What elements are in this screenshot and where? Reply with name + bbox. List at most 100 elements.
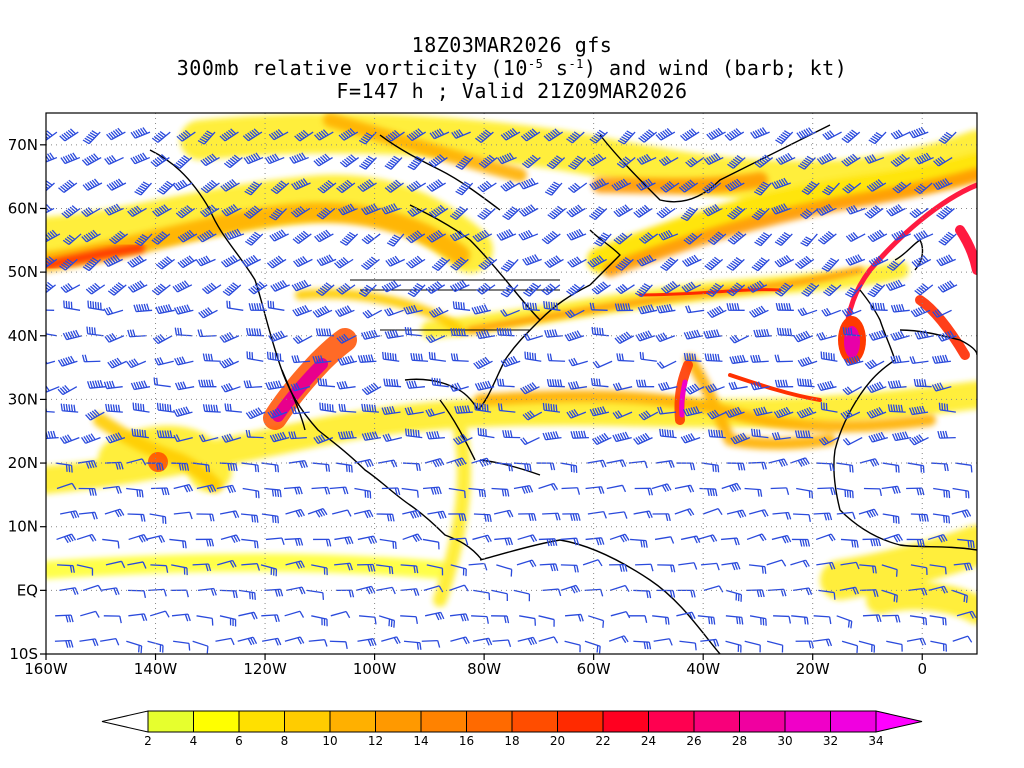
wind-barb xyxy=(864,205,884,219)
wind-barb xyxy=(725,640,742,653)
wind-barb xyxy=(128,613,148,622)
wind-barb xyxy=(561,487,581,495)
wind-barb xyxy=(497,403,516,413)
wind-barb xyxy=(570,430,589,439)
wind-barb xyxy=(845,231,866,243)
wind-barb xyxy=(105,432,126,444)
wind-barb xyxy=(790,457,810,467)
wind-barb xyxy=(452,301,471,311)
wind-barb xyxy=(338,128,359,141)
wind-barb xyxy=(843,355,864,367)
wind-barb xyxy=(513,484,534,494)
wind-barb xyxy=(635,379,655,388)
wind-barb xyxy=(725,615,744,625)
wind-barb xyxy=(541,230,561,245)
wind-barb xyxy=(842,386,862,396)
wind-barb xyxy=(955,462,973,473)
wind-barb xyxy=(704,256,724,271)
wind-barb xyxy=(890,303,910,313)
wind-barb xyxy=(836,615,853,629)
wind-barb xyxy=(793,513,811,522)
wind-barb xyxy=(502,430,521,439)
wind-barb xyxy=(449,613,469,622)
wind-barb xyxy=(289,152,309,164)
wind-barb xyxy=(864,359,885,370)
wind-barb xyxy=(863,487,883,497)
wind-barb xyxy=(267,408,288,419)
lat-tick-label: 50N xyxy=(8,263,38,281)
wind-barb xyxy=(361,233,381,245)
wind-barb xyxy=(754,154,774,168)
wind-barb xyxy=(797,155,816,170)
wind-barb xyxy=(613,232,633,245)
wind-barb xyxy=(126,358,147,369)
wind-barb xyxy=(311,615,328,627)
wind-barb xyxy=(270,180,290,195)
wind-barb xyxy=(329,640,348,649)
wind-barb xyxy=(85,282,106,295)
title-line-2: 300mb relative vorticity (10-5 s-1) and … xyxy=(176,56,848,80)
wind-barb xyxy=(858,508,879,519)
lat-tick-label: 40N xyxy=(8,327,38,345)
wind-barb xyxy=(890,355,910,364)
wind-barb xyxy=(376,513,395,522)
wind-barb xyxy=(105,403,123,413)
wind-barb xyxy=(359,155,377,170)
wind-barb xyxy=(705,282,724,297)
wind-barb xyxy=(492,639,512,648)
wind-barb xyxy=(727,155,746,169)
wind-barb xyxy=(543,301,561,311)
wind-barb xyxy=(862,538,881,547)
wind-barb xyxy=(311,486,331,495)
wind-barb xyxy=(270,279,290,292)
wind-barb xyxy=(336,380,356,390)
wind-barb xyxy=(700,638,720,647)
wind-barb xyxy=(890,129,911,140)
wind-barb xyxy=(684,383,705,395)
colorbar-label: 34 xyxy=(868,734,883,748)
wind-barb xyxy=(513,589,531,602)
colorbar-swatch xyxy=(830,710,877,733)
wind-barb xyxy=(564,640,581,653)
wind-barb xyxy=(426,564,444,576)
wind-barb xyxy=(267,300,285,311)
wind-barb xyxy=(567,256,587,268)
wind-barb xyxy=(269,229,289,242)
wind-barb xyxy=(680,128,700,142)
wind-barb xyxy=(491,615,510,624)
wind-barb xyxy=(431,377,449,388)
wind-barb xyxy=(449,382,469,392)
wind-barb xyxy=(496,564,513,577)
wind-barb xyxy=(448,487,466,499)
wind-barb xyxy=(406,180,427,192)
wind-barb xyxy=(223,154,243,169)
wind-barb xyxy=(154,357,174,366)
wind-barb xyxy=(450,256,469,271)
wind-barb xyxy=(60,282,81,294)
wind-barb xyxy=(103,254,123,268)
wind-barb xyxy=(196,615,214,626)
wind-barb xyxy=(357,563,376,572)
wind-barb xyxy=(224,403,242,413)
wind-barb xyxy=(500,355,521,368)
wind-barb xyxy=(816,561,836,570)
wind-barb xyxy=(105,560,126,569)
wind-barb xyxy=(882,614,901,623)
wind-barb xyxy=(381,405,401,415)
wind-barb xyxy=(929,615,947,626)
lon-tick-label: 60W xyxy=(577,660,611,678)
wind-barb xyxy=(104,332,125,343)
wind-barb xyxy=(564,309,585,319)
wind-barb xyxy=(612,382,633,391)
wind-barb xyxy=(938,402,956,413)
wind-barb xyxy=(500,127,521,141)
wind-barb xyxy=(845,254,866,266)
wind-barb xyxy=(173,640,191,651)
wind-barb xyxy=(266,255,287,269)
wind-barb xyxy=(730,432,751,445)
wind-barb xyxy=(473,356,493,370)
wind-barb xyxy=(589,406,610,417)
wind-barb xyxy=(775,152,796,165)
wind-barb xyxy=(813,638,833,647)
wind-barb xyxy=(202,404,221,413)
